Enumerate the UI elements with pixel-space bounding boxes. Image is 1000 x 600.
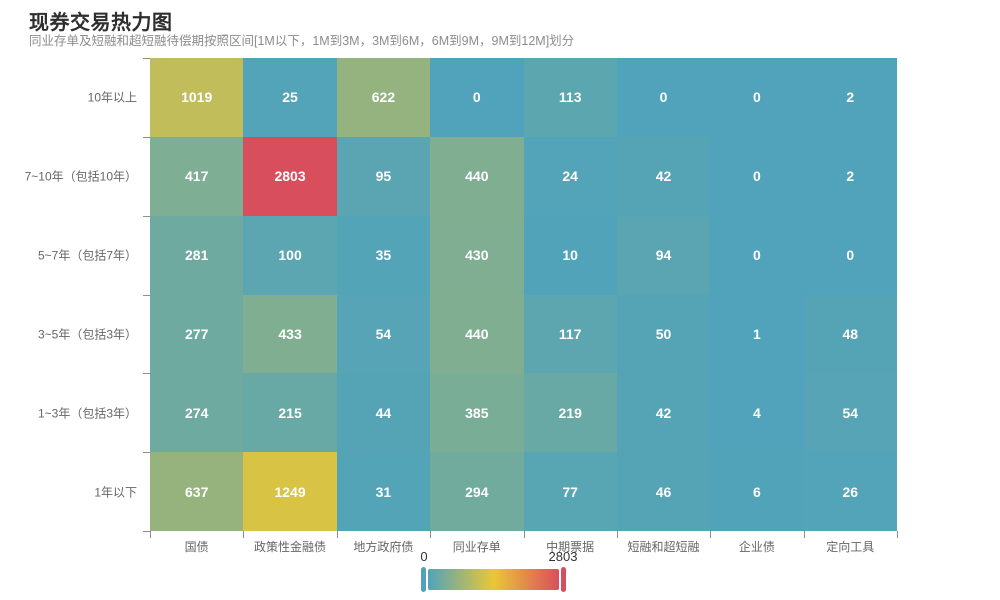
visual-map-gradient-bar[interactable] <box>428 569 559 590</box>
heatmap-cell[interactable]: 0 <box>616 58 711 137</box>
x-axis-label: 中期票据 <box>546 540 595 554</box>
heatmap-cell[interactable]: 54 <box>336 294 431 374</box>
x-axis-label: 定向工具 <box>826 540 875 554</box>
visual-map-min-handle[interactable] <box>421 567 426 592</box>
x-axis-label: 企业债 <box>738 540 775 554</box>
y-axis-tick <box>143 215 150 217</box>
heatmap-cell[interactable]: 0 <box>710 58 804 137</box>
heatmap-cell[interactable]: 1 <box>710 294 804 374</box>
heatmap-cell[interactable]: 94 <box>616 215 711 295</box>
heatmap-cell[interactable]: 25 <box>243 58 337 137</box>
x-axis-tick <box>336 531 338 538</box>
heatmap-cell[interactable]: 10 <box>523 215 617 295</box>
y-axis-tick <box>143 136 150 138</box>
y-axis-label: 1年以下 <box>94 485 137 500</box>
y-axis-label: 7~10年（包括10年） <box>24 169 137 184</box>
heatmap-cell[interactable]: 1019 <box>150 58 244 137</box>
x-axis-tick <box>523 531 525 538</box>
heatmap-cell[interactable]: 385 <box>430 373 524 453</box>
heatmap-cell[interactable]: 2803 <box>243 136 337 216</box>
heatmap-cell[interactable]: 277 <box>150 294 244 374</box>
x-axis-tick <box>897 531 898 538</box>
heatmap-cell[interactable]: 4 <box>710 373 804 453</box>
heatmap-cell[interactable]: 440 <box>430 136 524 216</box>
heatmap-cell[interactable]: 637 <box>150 452 244 531</box>
y-axis-label: 10年以上 <box>87 90 137 105</box>
heatmap-cell[interactable]: 95 <box>336 136 431 216</box>
heatmap-cell[interactable]: 6 <box>710 452 804 531</box>
heatmap-cell[interactable]: 54 <box>803 373 897 453</box>
y-axis-label: 3~5年（包括3年） <box>37 327 137 342</box>
x-axis-tick <box>803 531 805 538</box>
heatmap-cell[interactable]: 44 <box>336 373 431 453</box>
heatmap-cell[interactable]: 42 <box>616 373 711 453</box>
heatmap-cell[interactable]: 100 <box>243 215 337 295</box>
heatmap-plot: 1019 25 622 0 113 0 0 2 417 2803 95 440 24 42 0 2 281 100… <box>150 58 897 531</box>
x-axis-label: 政策性金融债 <box>254 540 327 554</box>
heatmap-cell[interactable]: 215 <box>243 373 337 453</box>
chart-subtitle: 同业存单及短融和超短融待偿期按照区间[1M以下，1M到3M，3M到6M，6M到9… <box>29 34 575 48</box>
x-axis-tick <box>616 531 618 538</box>
heatmap-cell[interactable]: 0 <box>710 215 804 295</box>
heatmap-cell[interactable]: 0 <box>710 136 804 216</box>
x-axis-tick <box>430 531 432 538</box>
heatmap-cell[interactable]: 31 <box>336 452 431 531</box>
x-axis-label: 同业存单 <box>452 540 501 554</box>
heatmap-cell[interactable]: 24 <box>523 136 617 216</box>
heatmap-cell[interactable]: 274 <box>150 373 244 453</box>
heatmap-cell[interactable]: 0 <box>430 58 524 137</box>
heatmap-cell[interactable]: 433 <box>243 294 337 374</box>
x-axis-label: 国债 <box>184 540 209 554</box>
heatmap-cell[interactable]: 113 <box>523 58 617 137</box>
y-axis-tick <box>143 373 150 375</box>
x-axis-label: 地方政府债 <box>353 540 414 554</box>
heatmap-cell[interactable]: 35 <box>336 215 431 295</box>
y-axis-tick <box>143 58 150 59</box>
heatmap-cell[interactable]: 50 <box>616 294 711 374</box>
heatmap-cell[interactable]: 2 <box>803 136 897 216</box>
x-axis-tick <box>150 531 151 538</box>
heatmap-cell[interactable]: 2 <box>803 58 897 137</box>
y-axis-tick <box>143 294 150 296</box>
y-axis-label: 1~3年（包括3年） <box>37 406 137 421</box>
visual-map-max-handle[interactable] <box>561 567 566 592</box>
x-axis-label: 短融和超短融 <box>627 540 700 554</box>
heatmap-cell[interactable]: 417 <box>150 136 244 216</box>
heatmap-cell[interactable]: 46 <box>616 452 711 531</box>
heatmap-cell[interactable]: 117 <box>523 294 617 374</box>
x-axis-tick <box>710 531 712 538</box>
heatmap-cell[interactable]: 1249 <box>243 452 337 531</box>
heatmap-cell[interactable]: 281 <box>150 215 244 295</box>
x-axis-tick <box>243 531 245 538</box>
heatmap-cell[interactable]: 219 <box>523 373 617 453</box>
chart-title: 现券交易热力图 <box>29 12 173 34</box>
heatmap-cell[interactable]: 26 <box>803 452 897 531</box>
visual-map-min-label: 0 <box>420 549 428 564</box>
heatmap-cell[interactable]: 294 <box>430 452 524 531</box>
heatmap-cell[interactable]: 440 <box>430 294 524 374</box>
heatmap-cell[interactable]: 622 <box>336 58 431 137</box>
y-axis-label: 5~7年（包括7年） <box>37 248 137 263</box>
heatmap-cell[interactable]: 0 <box>803 215 897 295</box>
y-axis-tick <box>143 531 150 532</box>
y-axis-tick <box>143 452 150 454</box>
visual-map-max-label: 2803 <box>548 549 578 564</box>
heatmap-cell[interactable]: 42 <box>616 136 711 216</box>
heatmap-cell[interactable]: 77 <box>523 452 617 531</box>
heatmap-cell[interactable]: 430 <box>430 215 524 295</box>
heatmap-cell[interactable]: 48 <box>803 294 897 374</box>
